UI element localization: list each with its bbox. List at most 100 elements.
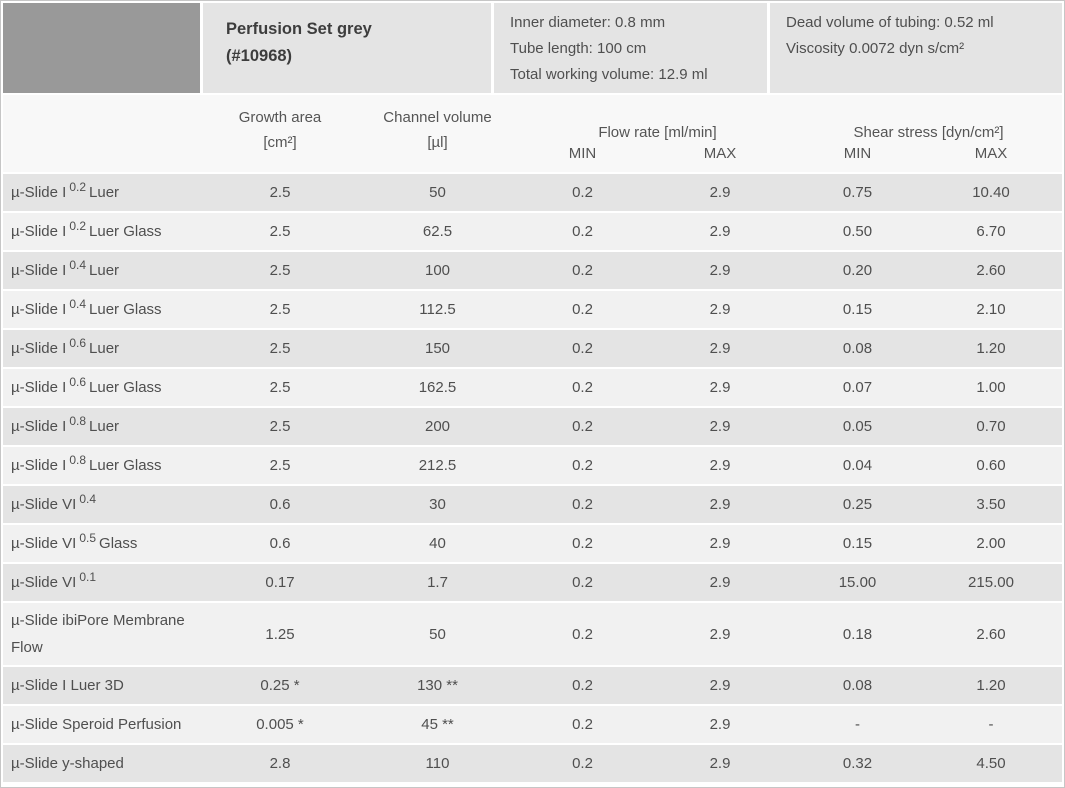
slide-name: µ-Slide I 0.6 Luer Glass: [11, 375, 162, 396]
cell-channel-volume: 100: [424, 262, 451, 279]
cell-growth-area: 2.5: [269, 418, 291, 435]
cell-flow-rate-min: 0.2: [572, 223, 593, 240]
cell-channel-volume: 45 **: [421, 716, 454, 733]
product-title-line2: (#10968): [226, 47, 293, 65]
slide-name: µ-Slide y-shaped: [11, 755, 124, 772]
product-title: Perfusion Set grey (#10968): [203, 3, 491, 93]
table-row: µ-Slide I 0.6 Luer Glass 2.5 162.5 0.2 2.9…: [3, 367, 1062, 406]
cell-shear-stress-min: 0.15: [842, 535, 873, 552]
slide-name: µ-Slide I 0.2 Luer Glass: [11, 219, 162, 240]
cell-channel-volume: 1.7: [427, 574, 448, 591]
spec-working-volume: Total working volume: 12.9 ml: [510, 66, 708, 83]
cell-flow-rate-max: 2.9: [709, 677, 731, 694]
cell-channel-volume: 212.5: [418, 457, 457, 474]
table-row: µ-Slide Speroid Perfusion 0.005 * 45 ** …: [3, 704, 1062, 743]
slide-name: µ-Slide VI 0.5 Glass: [11, 531, 138, 552]
cell-flow-rate-max: 2.9: [709, 535, 731, 552]
cell-growth-area: 0.6: [269, 535, 291, 552]
cell-flow-rate-min: 0.2: [572, 677, 593, 694]
cell-shear-stress-max: 2.60: [976, 262, 1006, 279]
cell-flow-rate-max: 2.9: [709, 574, 731, 591]
slide-name: µ-Slide I 0.8 Luer Glass: [11, 453, 162, 474]
spec-tube-length: Tube length: 100 cm: [510, 40, 647, 57]
slide-height-superscript: 0.1: [79, 570, 97, 584]
cell-flow-rate-max: 2.9: [709, 340, 731, 357]
cell-shear-stress-max: 10.40: [972, 184, 1010, 201]
slide-height-superscript: 0.4: [69, 258, 87, 272]
table-row: µ-Slide I 0.8 Luer 2.5 200 0.2 2.9 0.05 0.…: [3, 406, 1062, 445]
cell-growth-area: 0.6: [269, 496, 291, 513]
cell-flow-rate-max: 2.9: [709, 496, 731, 513]
cell-growth-area: 2.5: [269, 457, 291, 474]
column-header-flow-rate: Flow rate [ml/min]: [598, 124, 717, 141]
slide-name: µ-Slide I 0.4 Luer Glass: [11, 297, 162, 318]
slide-height-superscript: 0.4: [79, 492, 97, 506]
slide-name: µ-Slide I 0.6 Luer: [11, 336, 120, 357]
cell-growth-area: 0.005 *: [256, 716, 304, 733]
cell-shear-stress-min: 0.18: [842, 625, 873, 643]
slide-height-superscript: 0.6: [69, 375, 87, 389]
cell-growth-area: 2.5: [269, 379, 291, 396]
cell-shear-stress-max: 1.20: [976, 340, 1006, 357]
product-specs-right: Dead volume of tubing: 0.52 ml Viscosity…: [770, 3, 1062, 93]
spec-inner-diameter: Inner diameter: 0.8 mm: [510, 14, 666, 31]
cell-flow-rate-max: 2.9: [709, 418, 731, 435]
cell-growth-area: 2.5: [269, 262, 291, 279]
cell-flow-rate-max: 2.9: [709, 379, 731, 396]
cell-shear-stress-max: 4.50: [976, 755, 1006, 772]
slide-name: µ-Slide I Luer 3D: [11, 677, 124, 694]
cell-growth-area: 0.25 *: [260, 677, 300, 694]
cell-shear-stress-min: 0.15: [842, 301, 873, 318]
slide-name: µ-Slide VI 0.4: [11, 492, 97, 513]
cell-flow-rate-max: 2.9: [709, 184, 731, 201]
cell-shear-stress-min: 0.32: [842, 755, 873, 772]
cell-flow-rate-min: 0.2: [572, 574, 593, 591]
channel-volume-unit: [µl]: [427, 134, 448, 151]
flow-max-subheader: MAX: [703, 145, 737, 162]
cell-shear-stress-min: 15.00: [838, 574, 877, 591]
cell-growth-area: 2.5: [269, 223, 291, 240]
table-header: Growth area [cm²] Channel volume [µl] Fl…: [3, 95, 1062, 172]
cell-shear-stress-max: 3.50: [976, 496, 1006, 513]
channel-volume-label: Channel volume: [383, 109, 492, 126]
table-row: µ-Slide I 0.4 Luer 2.5 100 0.2 2.9 0.20 2.…: [3, 250, 1062, 289]
table-row: µ-Slide I 0.4 Luer Glass 2.5 112.5 0.2 2.9…: [3, 289, 1062, 328]
table-row: µ-Slide VI 0.1 0.17 1.7 0.2 2.9 15.00 215…: [3, 562, 1062, 601]
cell-shear-stress-min: 0.08: [842, 677, 873, 694]
cell-flow-rate-min: 0.2: [572, 379, 593, 396]
slide-name: µ-Slide I 0.4 Luer: [11, 258, 120, 279]
cell-channel-volume: 150: [424, 340, 451, 357]
cell-channel-volume: 112.5: [419, 301, 456, 318]
product-title-line1: Perfusion Set grey: [226, 20, 372, 38]
cell-growth-area: 2.8: [269, 755, 291, 772]
cell-flow-rate-min: 0.2: [572, 535, 593, 552]
table-body: µ-Slide I 0.2 Luer 2.5 50 0.2 2.9 0.75 10.…: [3, 172, 1062, 782]
cell-growth-area: 2.5: [269, 184, 291, 201]
cell-channel-volume: 130 **: [417, 677, 458, 694]
slide-name: µ-Slide I 0.8 Luer: [11, 414, 120, 435]
table-row: µ-Slide I Luer 3D 0.25 * 130 ** 0.2 2.9 …: [3, 665, 1062, 704]
slide-name: µ-Slide ibiPore Membrane Flow: [11, 612, 185, 656]
growth-area-label: Growth area: [238, 109, 322, 126]
cell-channel-volume: 50: [429, 625, 446, 643]
cell-growth-area: 0.17: [265, 574, 295, 591]
slide-height-superscript: 0.2: [69, 219, 87, 233]
cell-flow-rate-max: 2.9: [709, 457, 731, 474]
cell-flow-rate-min: 0.2: [572, 716, 593, 733]
flow-min-subheader: MIN: [568, 145, 597, 162]
cell-channel-volume: 162.5: [418, 379, 457, 396]
cell-shear-stress-max: 6.70: [976, 223, 1006, 240]
slide-height-superscript: 0.2: [69, 180, 87, 194]
spec-dead-volume: Dead volume of tubing: 0.52 ml: [786, 14, 994, 31]
cell-shear-stress-min: 0.04: [842, 457, 873, 474]
slide-height-superscript: 0.5: [79, 531, 97, 545]
cell-channel-volume: 50: [429, 184, 446, 201]
cell-shear-stress-max: 2.60: [976, 625, 1006, 643]
growth-area-unit: [cm²]: [263, 134, 297, 151]
slide-name: µ-Slide I 0.2 Luer: [11, 180, 120, 201]
cell-flow-rate-max: 2.9: [709, 223, 731, 240]
cell-flow-rate-min: 0.2: [572, 625, 593, 643]
cell-shear-stress-min: 0.50: [842, 223, 873, 240]
cell-shear-stress-min: 0.75: [842, 184, 873, 201]
